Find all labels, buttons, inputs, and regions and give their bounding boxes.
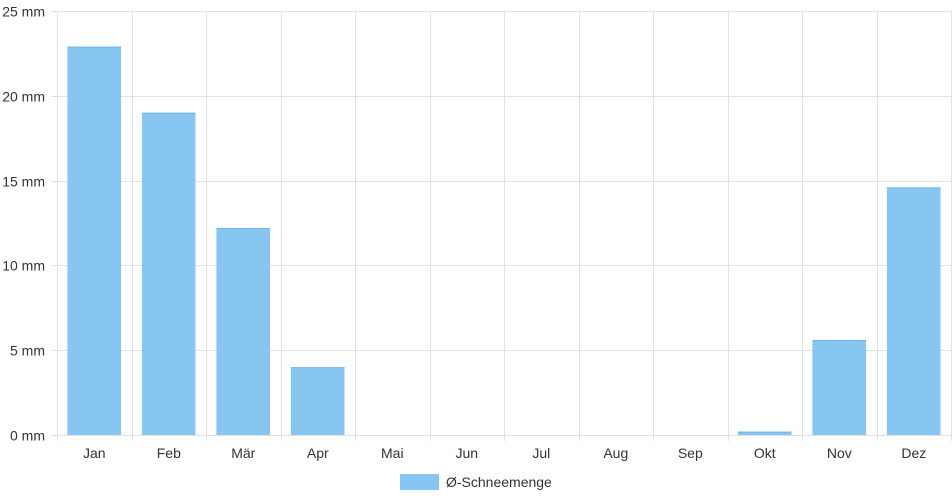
- x-tick-label: Dez: [901, 445, 926, 461]
- x-tick-label: Apr: [307, 445, 329, 461]
- bar-dez[interactable]: [886, 187, 941, 435]
- y-tick-label: 15 mm: [2, 174, 45, 190]
- legend-swatch: [400, 474, 439, 490]
- legend[interactable]: Ø-Schneemenge: [400, 474, 552, 490]
- bar-apr[interactable]: [290, 367, 345, 435]
- x-tick-label: Aug: [603, 445, 628, 461]
- x-tick-label: Mär: [231, 445, 255, 461]
- x-tick-label: Feb: [157, 445, 181, 461]
- legend-label: Ø-Schneemenge: [446, 474, 552, 490]
- x-tick-label: Jan: [83, 445, 106, 461]
- x-tick-label: Jul: [532, 445, 550, 461]
- y-tick-label: 25 mm: [2, 4, 45, 20]
- bar-nov[interactable]: [812, 340, 866, 435]
- y-tick-label: 10 mm: [2, 258, 45, 274]
- bar-mär[interactable]: [216, 228, 270, 435]
- x-tick-label: Sep: [678, 445, 703, 461]
- x-axis: Jan Feb Mär Apr Mai Jun Jul Aug Sep Okt Nov Dez: [83, 445, 926, 461]
- x-tick-label: Mai: [381, 445, 404, 461]
- y-tick-label: 5 mm: [10, 343, 45, 359]
- y-tick-label: 0 mm: [10, 428, 45, 444]
- y-axis: 0 mm 5 mm 10 mm 15 mm 20 mm 25 mm: [2, 4, 45, 444]
- bar-feb[interactable]: [141, 112, 196, 436]
- x-tick-label: Jun: [456, 445, 479, 461]
- grid-lines: [51, 11, 952, 441]
- y-tick-label: 20 mm: [2, 89, 45, 105]
- bar-okt[interactable]: [737, 431, 792, 435]
- x-tick-label: Nov: [827, 445, 852, 461]
- bar-series: [67, 46, 941, 436]
- x-tick-label: Okt: [754, 445, 776, 461]
- bar-jan[interactable]: [67, 46, 121, 435]
